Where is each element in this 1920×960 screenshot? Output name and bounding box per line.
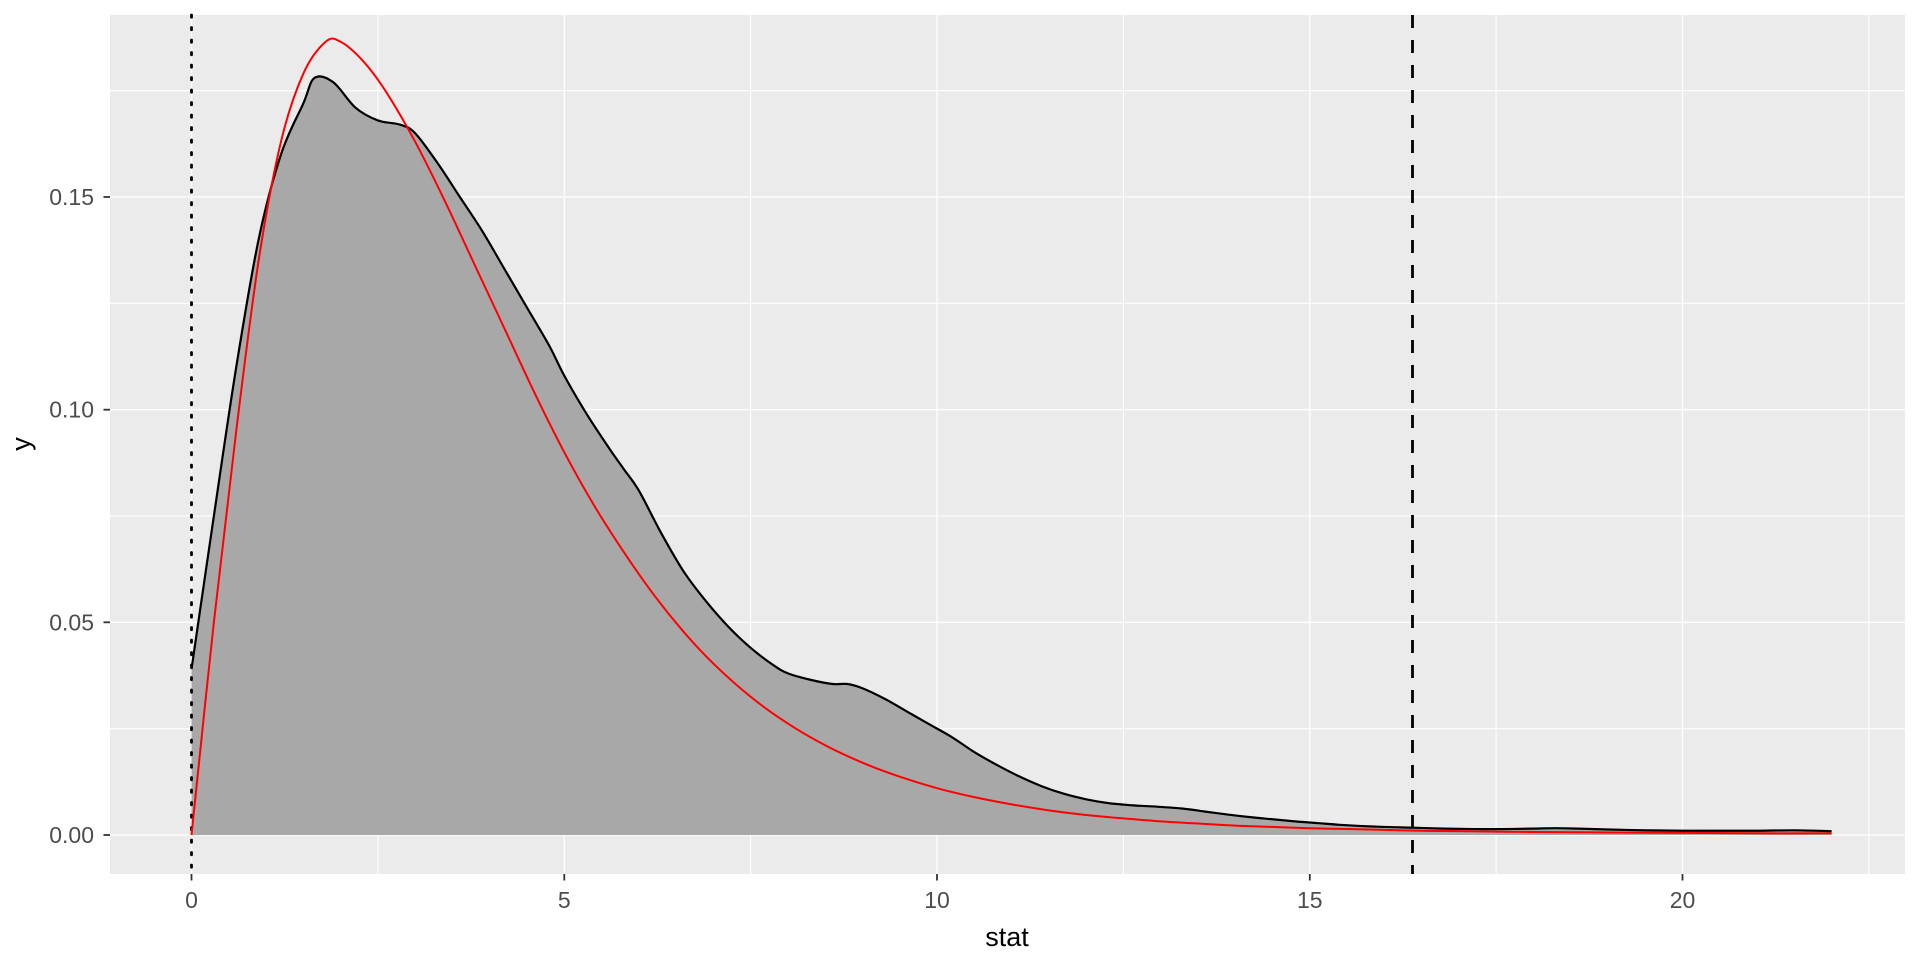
svg-text:0.00: 0.00: [49, 822, 94, 848]
svg-text:0.15: 0.15: [49, 184, 94, 210]
svg-text:10: 10: [924, 887, 950, 913]
svg-text:y: y: [6, 437, 36, 451]
svg-text:stat: stat: [985, 922, 1029, 952]
svg-text:20: 20: [1670, 887, 1696, 913]
svg-text:5: 5: [558, 887, 571, 913]
svg-text:0: 0: [185, 887, 198, 913]
svg-text:15: 15: [1297, 887, 1323, 913]
svg-text:0.10: 0.10: [49, 397, 94, 423]
svg-text:0.05: 0.05: [49, 609, 94, 635]
